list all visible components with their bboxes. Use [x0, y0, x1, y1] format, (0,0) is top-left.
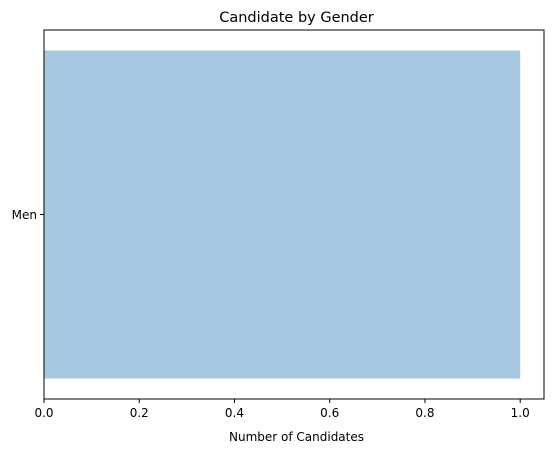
x-axis-label: Number of Candidates [229, 430, 364, 444]
x-tick-label: 1.0 [511, 406, 530, 420]
x-tick-label: 0.2 [130, 406, 149, 420]
x-tick-label: 0.6 [320, 406, 339, 420]
axes-frame [43, 29, 545, 400]
chart-title: Candidate by Gender [219, 10, 374, 26]
x-tick-label: 0.8 [415, 406, 434, 420]
plot-area: Men 0.0 0.2 0.4 0.6 0.8 1.0 [12, 29, 545, 420]
x-tick-label: 0.4 [225, 406, 244, 420]
y-tick-label: Men [12, 208, 37, 222]
x-tick-label: 0.0 [34, 406, 53, 420]
bar-men [44, 50, 521, 379]
